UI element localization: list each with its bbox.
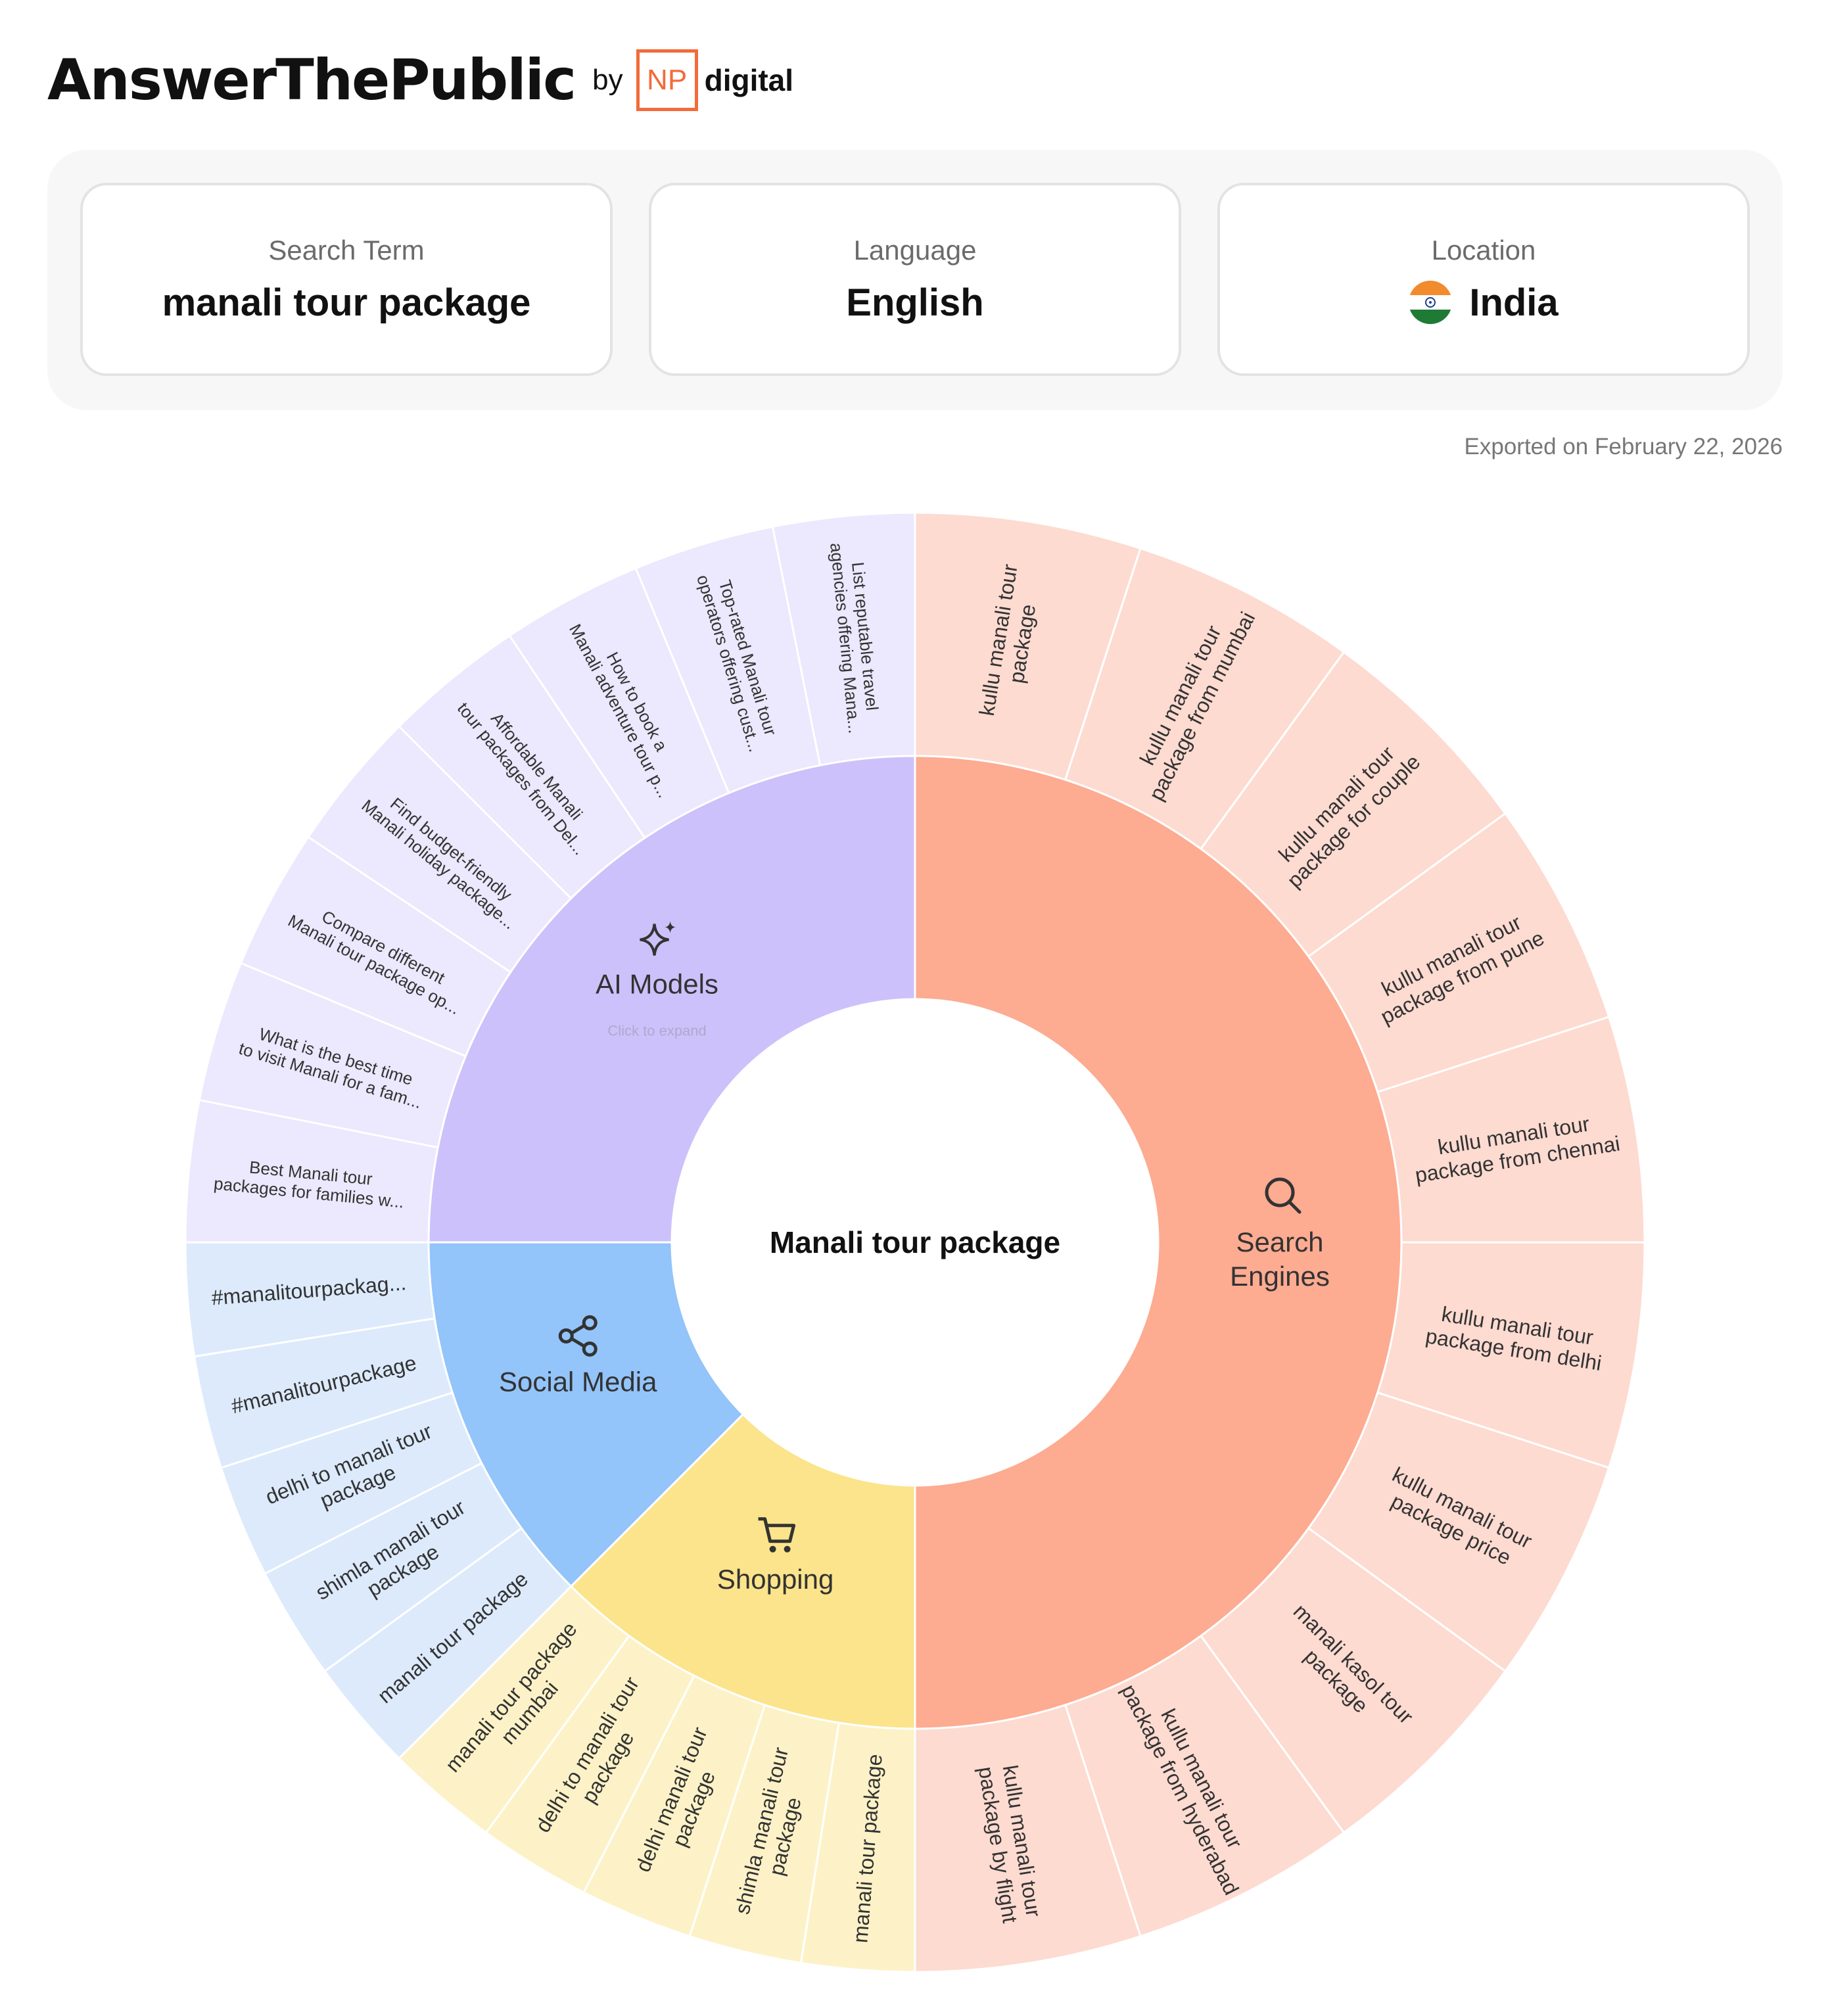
category-search[interactable]: kullu manali tourpackage kullu manali tou… [914, 511, 1646, 1973]
category-label: Search Engines [1230, 1227, 1330, 1292]
category-label-line: Engines [1230, 1261, 1330, 1292]
brand-header: AnswerThePublic by NP digital [47, 41, 793, 120]
brand-by: by [592, 64, 623, 96]
center-hole [672, 1000, 1158, 1485]
category-ai[interactable]: Best Manali tourpackages for families w.… [184, 511, 916, 1244]
np-logo-box: NP [636, 49, 698, 111]
sunburst-chart: kullu manali tourpackage kullu manali tou… [184, 511, 1646, 1973]
category-label: Shopping [717, 1564, 834, 1595]
center-label: Manali tour package [770, 1225, 1060, 1259]
category-label: Social Media [499, 1366, 657, 1397]
location-card[interactable]: Location India [1217, 183, 1750, 376]
category-label: AI Models [596, 969, 718, 1000]
search-term-value: manali tour package [162, 281, 531, 324]
search-term-label: Search Term [268, 234, 425, 266]
category-label-line: Search [1236, 1227, 1323, 1257]
share-icon [558, 1315, 598, 1357]
exported-date: Exported on February 22, 2026 [1464, 434, 1783, 459]
keyword-label: kullu manali tourpackage from chennai [1409, 1108, 1621, 1187]
brand-digital: digital [704, 63, 794, 97]
cart-icon [758, 1517, 796, 1553]
category-label-line: Social Media [499, 1366, 657, 1397]
location-value: India [1469, 281, 1559, 324]
click-to-expand-hint: Click to expand [607, 1023, 706, 1039]
india-flag-icon [1409, 281, 1453, 324]
search-filters-panel: Search Term manali tour package Language… [47, 150, 1783, 410]
np-logo-text: NP [647, 64, 688, 96]
search-term-card[interactable]: Search Term manali tour package [80, 183, 613, 376]
category-label-line: AI Models [596, 969, 718, 1000]
location-value-row: India [1409, 281, 1559, 325]
language-value: English [846, 281, 984, 324]
location-label: Location [1431, 234, 1536, 266]
sparkle-icon [640, 921, 676, 956]
search-icon [1265, 1177, 1302, 1214]
keyword-slice[interactable] [771, 511, 916, 766]
answerthepublic-logo: AnswerThePublic [47, 47, 576, 113]
language-card[interactable]: Language English [649, 183, 1181, 376]
category-label-line: Shopping [717, 1564, 834, 1595]
language-label: Language [853, 234, 977, 266]
